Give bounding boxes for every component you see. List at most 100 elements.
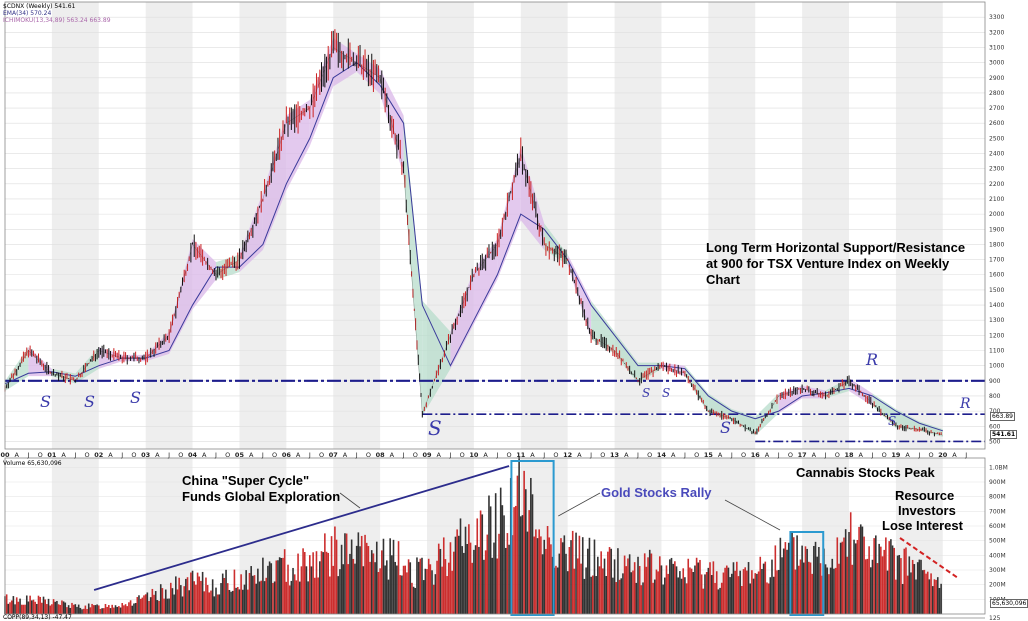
x-tick-label: A xyxy=(249,451,254,459)
volume-bar xyxy=(558,553,561,614)
volume-bar xyxy=(915,579,917,614)
volume-bar xyxy=(133,603,135,614)
volume-bar xyxy=(717,589,720,614)
volume-bar xyxy=(811,573,813,614)
volume-bar xyxy=(548,537,551,614)
x-tick-label: A xyxy=(905,451,910,459)
volume-bar xyxy=(213,596,216,614)
volume-bar xyxy=(638,566,641,614)
x-tick-label: O xyxy=(319,451,324,459)
volume-bar xyxy=(424,568,427,614)
volume-bar xyxy=(684,577,686,614)
copp-y-tick-label: 125 xyxy=(989,615,1001,621)
volume-bar xyxy=(504,547,507,614)
volume-bar xyxy=(220,583,222,614)
x-tick-label: O xyxy=(413,451,418,459)
volume-bar xyxy=(511,535,514,614)
volume-bar xyxy=(262,557,264,614)
volume-bar xyxy=(896,555,899,614)
volume-bar xyxy=(44,599,46,614)
volume-bar xyxy=(804,546,807,614)
volume-bar xyxy=(312,552,314,614)
y-tick-label: 2100 xyxy=(989,196,1004,203)
y-tick-label: 1200 xyxy=(989,332,1004,339)
x-tick-label: 10 xyxy=(469,451,479,459)
x-tick-label: 18 xyxy=(844,451,854,459)
volume-bar xyxy=(255,583,257,614)
volume-bar xyxy=(911,559,914,614)
volume-bar xyxy=(491,557,494,614)
volume-bar xyxy=(126,606,129,614)
volume-bar xyxy=(221,573,224,614)
support-mark-8: S xyxy=(888,414,897,428)
volume-bar xyxy=(380,550,383,614)
volume-bar xyxy=(288,585,291,614)
volume-bar xyxy=(779,537,782,614)
volume-bar xyxy=(401,575,403,614)
volume-bar xyxy=(730,573,733,614)
volume-bar xyxy=(546,526,549,614)
volume-bar xyxy=(762,563,765,614)
volume-bar xyxy=(689,567,691,614)
volume-bar xyxy=(332,565,335,614)
volume-bar xyxy=(253,575,256,614)
x-tick-label: O xyxy=(460,451,465,459)
volume-bar xyxy=(91,603,93,614)
ema-legend: EMA(34) 570.24 xyxy=(3,10,52,17)
volume-bar xyxy=(392,539,395,614)
cannabis-annotation: Cannabis Stocks Peak xyxy=(796,465,935,480)
volume-bar xyxy=(526,531,529,614)
volume-bar xyxy=(615,582,618,614)
volume-bar xyxy=(618,579,621,614)
volume-bar xyxy=(225,569,227,614)
x-tick-label: 06 xyxy=(282,451,292,459)
y-tick-label: 500 xyxy=(989,438,1001,445)
cloud-segment xyxy=(192,238,217,310)
volume-bar xyxy=(796,535,798,614)
volume-bar xyxy=(52,599,55,614)
volume-bar xyxy=(439,548,442,614)
volume-bar xyxy=(113,607,115,614)
volume-bar xyxy=(226,583,229,614)
volume-bar xyxy=(640,585,643,614)
volume-bar xyxy=(357,532,360,614)
volume-bar xyxy=(315,551,318,614)
volume-bar xyxy=(851,564,854,614)
volume-bar xyxy=(848,532,850,614)
volume-bar xyxy=(930,573,932,614)
volume-tag: 65,630,096 xyxy=(990,599,1028,608)
volume-bar xyxy=(767,583,770,614)
volume-bar xyxy=(665,565,668,614)
volume-bar xyxy=(308,555,311,614)
volume-bar xyxy=(223,577,226,614)
volume-bar xyxy=(275,560,278,614)
volume-bar xyxy=(801,545,803,614)
volume-bar xyxy=(690,568,693,614)
volume-bar xyxy=(67,605,70,614)
volume-y-tick-label: 200M xyxy=(989,582,1006,589)
volume-bar xyxy=(272,582,274,614)
volume-bar xyxy=(210,590,212,614)
volume-bar xyxy=(268,561,271,614)
volume-bar xyxy=(566,571,569,614)
volume-bar xyxy=(662,584,664,614)
volume-bar xyxy=(645,566,648,614)
volume-bar xyxy=(79,607,82,614)
volume-bar xyxy=(650,553,653,614)
volume-bar xyxy=(565,553,567,614)
x-tick-label: J xyxy=(871,451,874,459)
volume-bar xyxy=(486,534,489,614)
volume-bar xyxy=(19,598,21,614)
volume-bar xyxy=(327,552,330,614)
volume-bar xyxy=(362,566,365,614)
volume-bar xyxy=(518,456,520,614)
volume-bar xyxy=(771,559,773,614)
x-tick-label: J xyxy=(402,451,405,459)
volume-bar xyxy=(916,562,919,614)
volume-bar xyxy=(119,607,122,614)
volume-bar xyxy=(595,576,597,614)
volume-bar xyxy=(104,603,107,614)
volume-y-ticks: 1.0BM900M800M700M600M500M400M300M200M100… xyxy=(989,464,1008,621)
volume-bar xyxy=(749,583,752,614)
volume-bar xyxy=(612,577,614,614)
